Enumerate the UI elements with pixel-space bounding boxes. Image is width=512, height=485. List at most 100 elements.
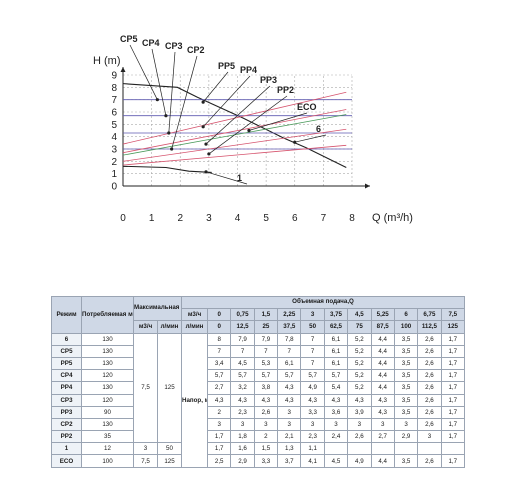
head-value: 7	[206, 344, 232, 358]
head-value: 8	[206, 332, 232, 346]
head-value	[370, 442, 395, 456]
head-value: 3	[206, 417, 232, 432]
head-value: 1,8	[230, 430, 255, 444]
head-value: 1,3	[277, 442, 302, 456]
head-value: 5,2	[347, 332, 372, 346]
head-value: 6,1	[323, 344, 349, 358]
y-tick-label: 7	[111, 95, 117, 106]
row-power: 120	[81, 369, 134, 383]
head-value: 3,5	[393, 356, 419, 371]
head-value: 4,3	[206, 393, 232, 407]
head-value: 7	[300, 332, 325, 346]
row-mode: PP2	[51, 430, 82, 444]
head-value: 4,3	[253, 393, 279, 407]
head-value: 1,7	[440, 369, 466, 383]
label-leader-line	[171, 55, 198, 150]
head-value: 1,7	[440, 381, 466, 395]
head-value: 4,4	[370, 381, 395, 395]
y-tick-label: 1	[111, 169, 117, 180]
flow-m3h-value: 5,25	[370, 308, 395, 322]
label-leader-line	[129, 44, 158, 100]
head-value: 2,6	[253, 405, 279, 419]
label-leader-line	[205, 171, 248, 185]
curve-point	[167, 131, 171, 135]
row-mode: CP5	[51, 344, 82, 358]
head-label: Напор, м	[181, 332, 208, 468]
curve-point	[155, 98, 159, 102]
row-mode: CP2	[51, 417, 82, 432]
head-value: 2,6	[417, 356, 442, 371]
table-row: PP5 130 3,4 4,5 5,3 6,1 7 6,1 5,2 4,4 3,5 2,6 1,7	[51, 356, 466, 371]
row-power: 130	[81, 417, 134, 432]
head-value: 2,7	[370, 430, 395, 444]
head-value: 3,8	[253, 381, 279, 395]
row-mode: PP5	[51, 356, 82, 371]
head-value: 4,3	[370, 393, 395, 407]
head-value: 6,1	[323, 332, 349, 346]
head-value: 4,1	[300, 454, 325, 468]
head-value: 1,6	[230, 442, 255, 456]
head-value: 2,4	[323, 430, 349, 444]
flow-m3h-value: 3,75	[323, 308, 349, 322]
row-power: 120	[81, 393, 134, 407]
head-value: 5,7	[253, 369, 279, 383]
head-value: 3	[347, 417, 372, 432]
head-value: 2,5	[206, 454, 232, 468]
header-max-flow: Максимальная объемная подача, Qmax	[133, 295, 182, 322]
head-value: 3	[323, 417, 349, 432]
flow-m3h-value: 3	[300, 308, 325, 322]
flow-m3h-value: 6,75	[417, 308, 442, 322]
head-value: 4,3	[323, 393, 349, 407]
flow-lmin-header-row: м3/ч л/мин л/мин 0 12,5 25 37,5 50 62,5 75 87,5…	[52, 320, 466, 334]
row-power: 130	[81, 356, 134, 371]
head-value: 3	[300, 417, 325, 432]
header-max-lmin: л/мин	[157, 320, 182, 334]
table-row: CP5 130 7 7 7 7 7 6,1 5,2 4,4 3,5 2,6 1,7	[51, 344, 466, 358]
row-mode: PP3	[51, 405, 82, 419]
table-row: PP2 35 1,7 1,8 2 2,1 2,3 2,4 2,6 2,7 2,9 3 1,7	[51, 430, 466, 444]
head-value: 5,7	[277, 369, 302, 383]
head-value: 6,1	[277, 356, 302, 371]
head-value: 5,2	[347, 369, 372, 383]
row-mode: CP3	[51, 393, 82, 407]
row-mode: 6	[51, 332, 82, 346]
x-tick-label: 4	[235, 213, 241, 224]
head-value: 7	[253, 344, 279, 358]
head-value: 4,4	[370, 356, 395, 371]
table-row: CP2 130 3 3 3 3 3 3 3 3 3 2,6 1,7	[51, 417, 466, 432]
row-max-lmin: 125	[157, 454, 182, 468]
head-value: 7,8	[277, 332, 302, 346]
row-mode: 1	[51, 442, 82, 456]
head-value	[440, 442, 466, 456]
head-value: 1,7	[206, 442, 232, 456]
head-value: 4,3	[230, 393, 255, 407]
head-value: 1,7	[440, 417, 466, 432]
head-value	[323, 442, 349, 456]
x-tick-label: 1	[149, 213, 155, 224]
head-value: 3,5	[393, 381, 419, 395]
series-line-6	[122, 83, 347, 168]
row-power: 130	[81, 332, 134, 346]
curve-label: CP5	[120, 34, 138, 44]
head-value	[393, 442, 419, 456]
head-value: 4,5	[230, 356, 255, 371]
row-power: 130	[81, 381, 134, 395]
head-value: 2,9	[393, 430, 419, 444]
curve-point	[164, 114, 168, 118]
x-tick-label: 7	[321, 213, 327, 224]
curve-point	[170, 147, 174, 151]
head-value: 1,7	[440, 405, 466, 419]
row-power: 90	[81, 405, 134, 419]
head-value: 4,9	[347, 454, 372, 468]
y-tick-label: 0	[111, 182, 117, 193]
head-value: 1,7	[440, 454, 466, 468]
head-value: 4,5	[323, 454, 349, 468]
table-row: PP4 130 2,7 3,2 3,8 4,3 4,9 5,4 5,2 4,4 3,5 2,6 1,7	[51, 381, 466, 395]
head-value: 3,5	[393, 344, 419, 358]
row-mode: ECO	[51, 454, 82, 468]
head-value: 4,3	[277, 393, 302, 407]
label-leader-line	[248, 112, 308, 131]
curve-label: PP4	[240, 65, 257, 75]
head-value: 1,7	[440, 332, 466, 346]
